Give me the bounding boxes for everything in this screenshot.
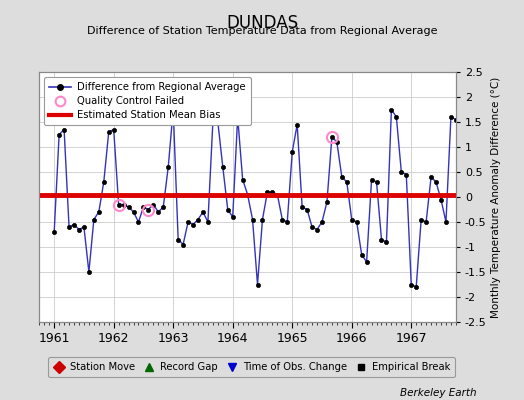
Text: DUNDAS: DUNDAS (226, 14, 298, 32)
Text: Difference of Station Temperature Data from Regional Average: Difference of Station Temperature Data f… (87, 26, 437, 36)
Legend: Difference from Regional Average, Quality Control Failed, Estimated Station Mean: Difference from Regional Average, Qualit… (45, 77, 251, 125)
Y-axis label: Monthly Temperature Anomaly Difference (°C): Monthly Temperature Anomaly Difference (… (491, 76, 501, 318)
Text: Berkeley Earth: Berkeley Earth (400, 388, 477, 398)
Legend: Station Move, Record Gap, Time of Obs. Change, Empirical Break: Station Move, Record Gap, Time of Obs. C… (48, 357, 455, 377)
